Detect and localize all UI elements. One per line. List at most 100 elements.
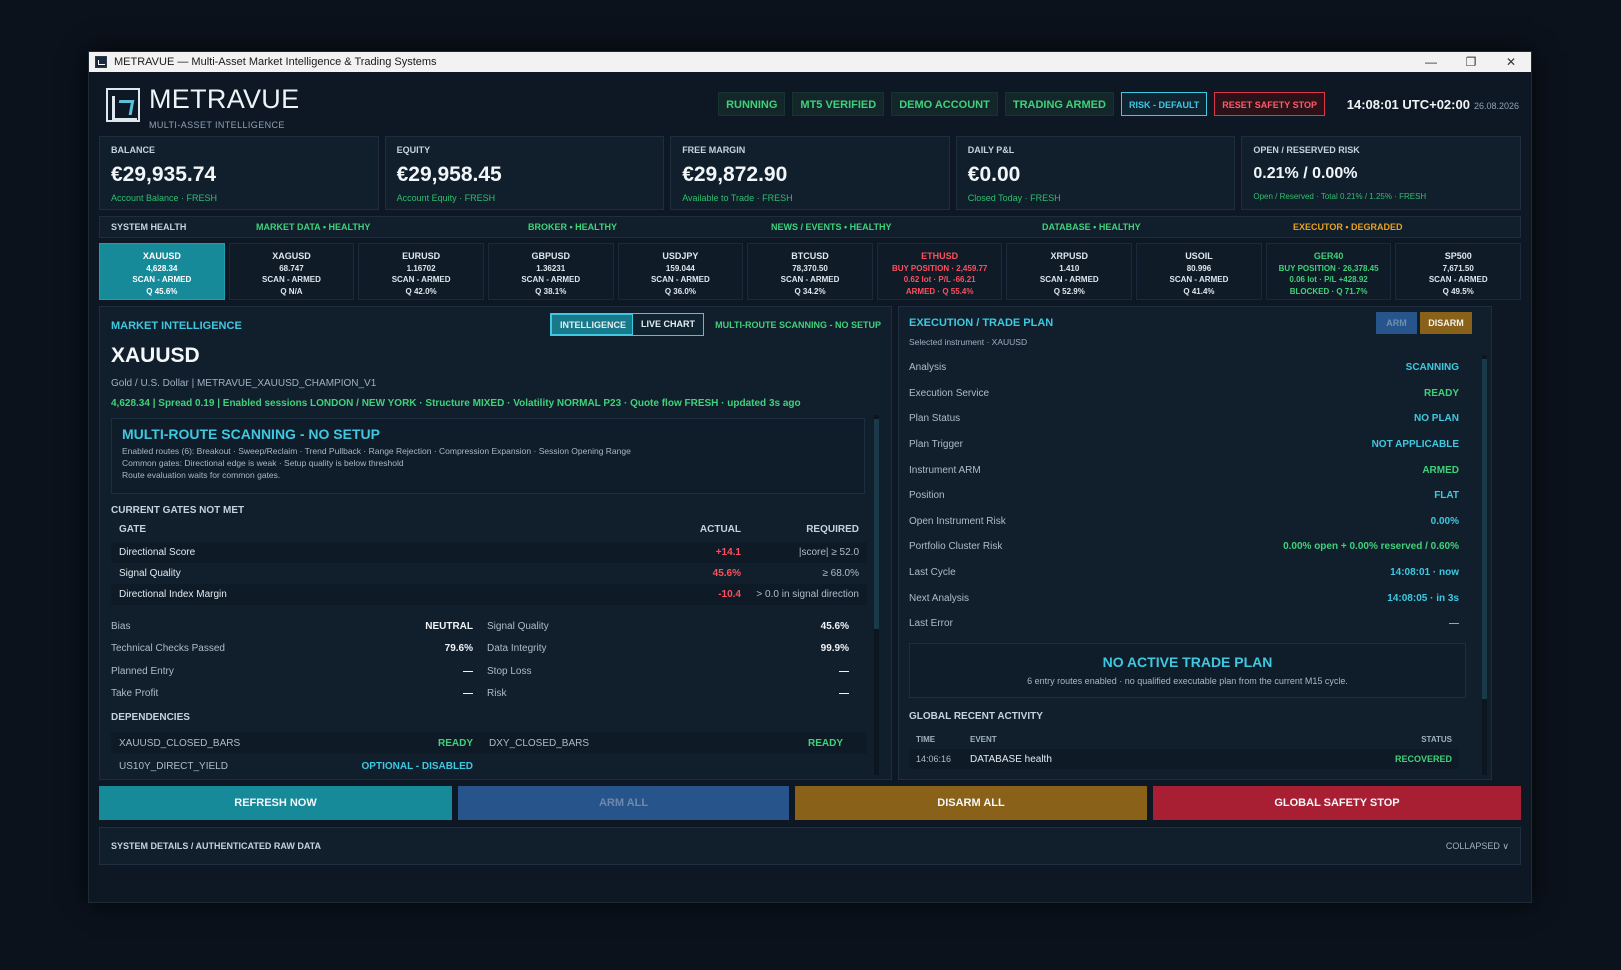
clock-date: 26.08.2026	[1473, 101, 1519, 111]
window-title: METRAVUE — Multi-Asset Market Intelligen…	[114, 56, 437, 68]
tab-intelligence[interactable]: INTELLIGENCE	[550, 313, 637, 336]
list-item: Position FLAT	[909, 483, 1459, 509]
tile-ethusd[interactable]: ETHUSD BUY POSITION · 2,459.77 0.62 lot …	[876, 243, 1003, 300]
kpi-value: €29,958.45	[396, 163, 502, 186]
list-item: Plan Trigger NOT APPLICABLE	[909, 432, 1459, 458]
tile-sp500[interactable]: SP500 7,671.50 SCAN - ARMED Q 49.5%	[1395, 243, 1522, 300]
kpi-sub: Available to Trade · FRESH	[682, 193, 793, 203]
tile-name: USDJPY	[662, 251, 699, 261]
status-value: ARMED	[1422, 464, 1459, 476]
tile-usdjpy[interactable]: USDJPY 159.044 SCAN - ARMED Q 36.0%	[617, 243, 744, 300]
status-demo-account: DEMO ACCOUNT	[891, 92, 998, 116]
status-label: Execution Service	[909, 387, 990, 399]
tile-xagusd[interactable]: XAGUSD 68.747 SCAN - ARMED Q N/A	[228, 243, 355, 300]
header-event: EVENT	[970, 735, 997, 744]
tile-usoil[interactable]: USOIL 80.996 SCAN - ARMED Q 41.4%	[1136, 243, 1262, 300]
tile-line: SCAN - ARMED	[262, 275, 321, 284]
tile-line: Q 36.0%	[664, 286, 696, 296]
refresh-now-button[interactable]: REFRESH NOW	[99, 786, 452, 820]
system-details-bar[interactable]: SYSTEM DETAILS / AUTHENTICATED RAW DATA …	[99, 827, 1521, 865]
scan-status-box: MULTI-ROUTE SCANNING - NO SETUP Enabled …	[111, 418, 865, 494]
tab-live-chart[interactable]: LIVE CHART	[632, 313, 704, 336]
scrollbar-thumb[interactable]	[874, 419, 879, 629]
clock-time: 14:08:01 UTC+02:00	[1346, 97, 1470, 112]
app-icon	[95, 56, 107, 68]
tile-line: SCAN - ARMED	[521, 275, 581, 284]
tile-xrpusd[interactable]: XRPUSD 1.410 SCAN - ARMED Q 52.9%	[1006, 243, 1133, 300]
collapse-toggle[interactable]: COLLAPSED ∨	[1445, 840, 1509, 851]
metric-value: —	[463, 665, 473, 677]
close-icon[interactable]: ✕	[1505, 55, 1517, 69]
health-market-data: MARKET DATA • HEALTHY	[256, 222, 371, 232]
tile-line: SCAN - ARMED	[391, 275, 451, 284]
tile-line: 80.996	[1186, 263, 1212, 273]
tile-line: 1.16702	[406, 263, 436, 273]
tile-line: Q 52.9%	[1053, 286, 1085, 296]
disarm-button[interactable]: DISARM	[1420, 312, 1472, 334]
kpi-equity: EQUITY €29,958.45 Account Equity · FRESH	[384, 136, 665, 210]
kpi-balance: BALANCE €29,935.74 Account Balance · FRE…	[99, 136, 379, 210]
kpi-label: DAILY P&L	[967, 145, 1015, 155]
kpi-label: BALANCE	[111, 145, 155, 155]
metric-label: Data Integrity	[487, 643, 547, 655]
kpi-daily-pnl: DAILY P&L €0.00 Closed Today · FRESH	[955, 136, 1236, 210]
instrument-tiles: XAUUSD 4,628.34 SCAN - ARMED Q 45.6% XAG…	[99, 243, 1522, 300]
tile-name: SP500	[1444, 251, 1472, 261]
dependency-row: US10Y_DIRECT_YIELD OPTIONAL - DISABLED	[111, 756, 867, 776]
kpi-sub: Closed Today · FRESH	[967, 193, 1061, 203]
tile-gbpusd[interactable]: GBPUSD 1.36231 SCAN - ARMED Q 38.1%	[487, 243, 614, 300]
tile-line: Q 38.1%	[535, 286, 567, 296]
arm-button[interactable]: ARM	[1376, 312, 1417, 334]
dependency-status: READY	[437, 737, 473, 749]
instrument-summary: 4,628.34 | Spread 0.19 | Enabled session…	[111, 398, 801, 409]
header-time: TIME	[916, 735, 936, 744]
activity-event: DATABASE health	[970, 753, 1052, 765]
status-value: —	[1449, 618, 1459, 630]
metrics-row: Technical Checks Passed 79.6% Data Integr…	[111, 638, 863, 661]
intel-scrollbar[interactable]	[874, 415, 879, 775]
activity-title: GLOBAL RECENT ACTIVITY	[909, 711, 1043, 722]
status-label: Instrument ARM	[909, 464, 981, 476]
clock: 14:08:01 UTC+02:00 26.08.2026	[1347, 97, 1519, 112]
status-label: Analysis	[909, 362, 947, 374]
list-item: Last Error —	[909, 611, 1459, 637]
restore-icon[interactable]: ❐	[1465, 55, 1477, 69]
metric-label: Signal Quality	[487, 620, 549, 632]
tile-xauusd[interactable]: XAUUSD 4,628.34 SCAN - ARMED Q 45.6%	[99, 243, 225, 300]
tile-name: GER40	[1313, 251, 1344, 261]
no-trade-plan-box: NO ACTIVE TRADE PLAN 6 entry routes enab…	[909, 643, 1466, 698]
kpi-value: 0.21% / 0.00%	[1253, 165, 1358, 182]
risk-default-button[interactable]: RISK - DEFAULT	[1120, 92, 1208, 116]
health-title: SYSTEM HEALTH	[111, 222, 187, 232]
metric-value: NEUTRAL	[425, 620, 473, 632]
global-safety-stop-button[interactable]: GLOBAL SAFETY STOP	[1153, 786, 1521, 820]
reset-safety-stop-button[interactable]: RESET SAFETY STOP	[1214, 92, 1325, 116]
status-pills: RUNNING MT5 VERIFIED DEMO ACCOUNT TRADIN…	[718, 92, 1325, 116]
header-status: STATUS	[1421, 735, 1452, 744]
dependencies-title: DEPENDENCIES	[111, 712, 190, 723]
tile-line: SCAN - ARMED	[1039, 275, 1099, 284]
arm-all-button[interactable]: ARM ALL	[458, 786, 789, 820]
metric-value: 45.6%	[820, 620, 849, 632]
tile-btcusd[interactable]: BTCUSD 78,370.50 SCAN - ARMED Q 34.2%	[747, 243, 873, 300]
status-value: 14:08:05 · in 3s	[1387, 592, 1459, 604]
kpi-value: €0.00	[967, 163, 1021, 186]
tile-line: ARMED · Q 55.4%	[905, 286, 974, 296]
dependency-status: OPTIONAL - DISABLED	[361, 760, 473, 772]
tile-eurusd[interactable]: EURUSD 1.16702 SCAN - ARMED Q 42.0%	[358, 243, 484, 300]
minimize-icon[interactable]: —	[1425, 55, 1437, 69]
gate-name: Signal Quality	[119, 568, 181, 579]
execution-scrollbar[interactable]	[1482, 355, 1487, 775]
metric-label: Bias	[111, 620, 131, 632]
disarm-all-button[interactable]: DISARM ALL	[795, 786, 1147, 820]
tile-line: SCAN - ARMED	[132, 275, 192, 284]
kpi-free-margin: FREE MARGIN €29,872.90 Available to Trad…	[670, 136, 950, 210]
health-executor: EXECUTOR • DEGRADED	[1293, 222, 1403, 232]
metric-value: —	[839, 665, 849, 677]
tile-name: GBPUSD	[531, 251, 570, 261]
tile-line: SCAN - ARMED	[780, 275, 840, 284]
tile-line: 4,628.34	[146, 263, 178, 273]
scrollbar-thumb[interactable]	[1482, 359, 1487, 699]
tile-ger40[interactable]: GER40 BUY POSITION · 26,378.45 0.06 lot …	[1265, 243, 1392, 300]
metric-label: Take Profit	[111, 688, 159, 700]
